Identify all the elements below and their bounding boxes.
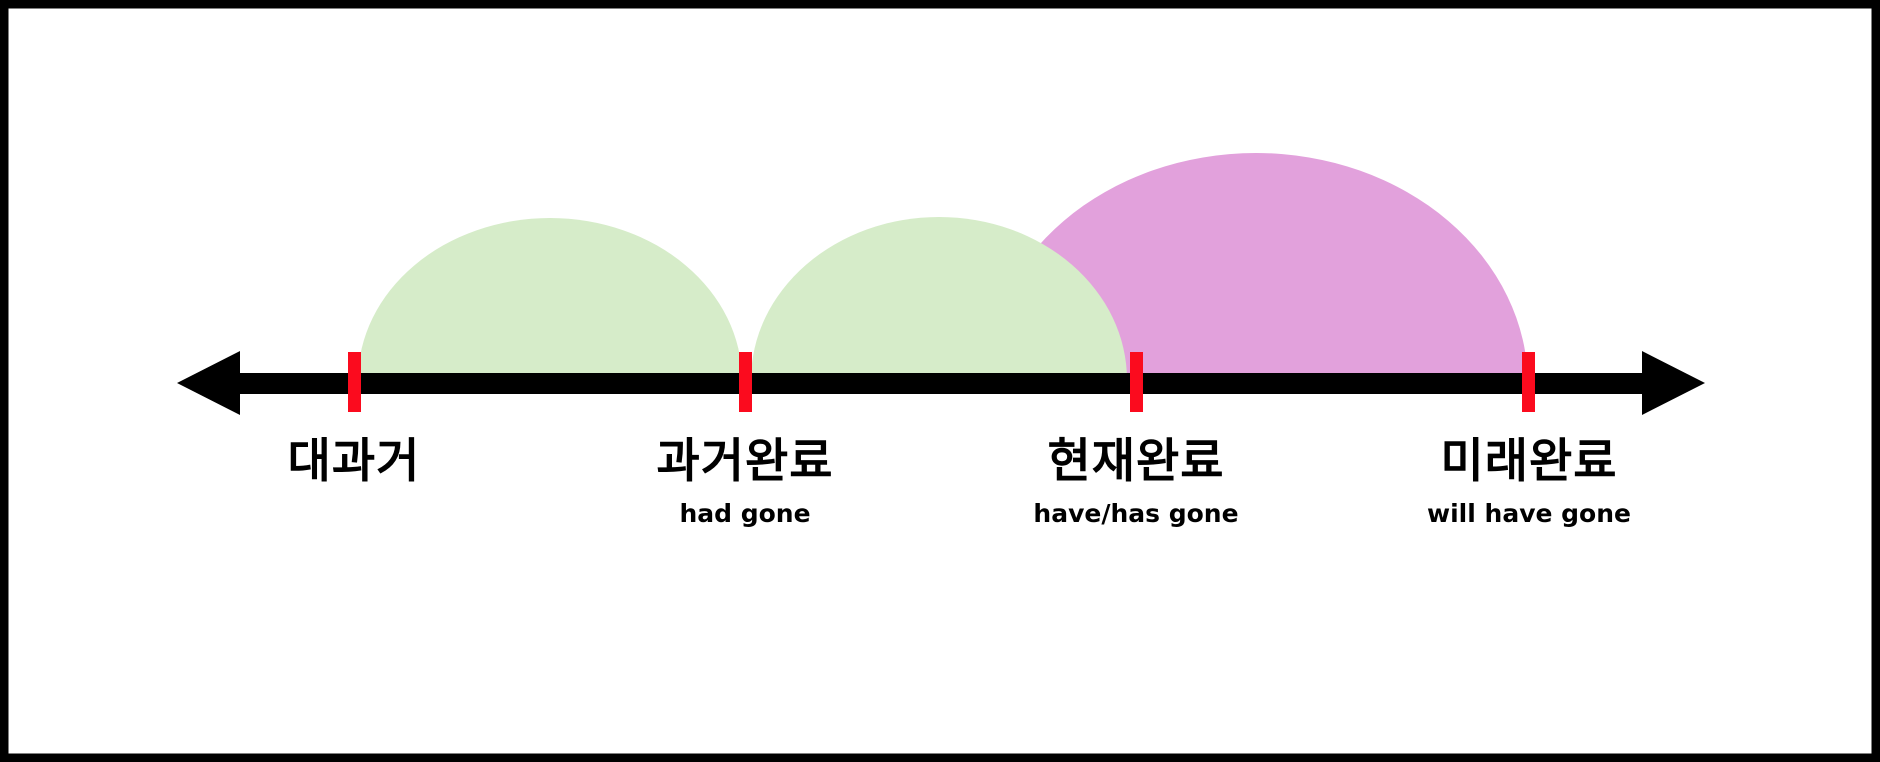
- tick-present-perfect: [1130, 352, 1143, 412]
- dome-present-perfect: [751, 217, 1127, 384]
- dome-past-perfect: [358, 218, 742, 384]
- tick-future-perfect: [1522, 352, 1535, 412]
- timeline-line: [228, 373, 1652, 394]
- label-past-perfect-korean: 과거완료: [657, 434, 834, 489]
- left-arrowhead-icon: [177, 351, 240, 415]
- dome-future-perfect: [984, 153, 1528, 385]
- tick-pluperfect: [348, 352, 361, 412]
- label-present-perfect-english: have/has gone: [1033, 499, 1238, 528]
- label-pluperfect-korean: 대과거: [288, 434, 421, 489]
- label-past-perfect-english: had gone: [679, 499, 810, 528]
- label-future-perfect-english: will have gone: [1427, 499, 1631, 528]
- label-future-perfect-korean: 미래완료: [1441, 434, 1618, 489]
- tick-past-perfect: [739, 352, 752, 412]
- label-present-perfect-korean: 현재완료: [1048, 434, 1225, 489]
- right-arrowhead-icon: [1642, 351, 1705, 415]
